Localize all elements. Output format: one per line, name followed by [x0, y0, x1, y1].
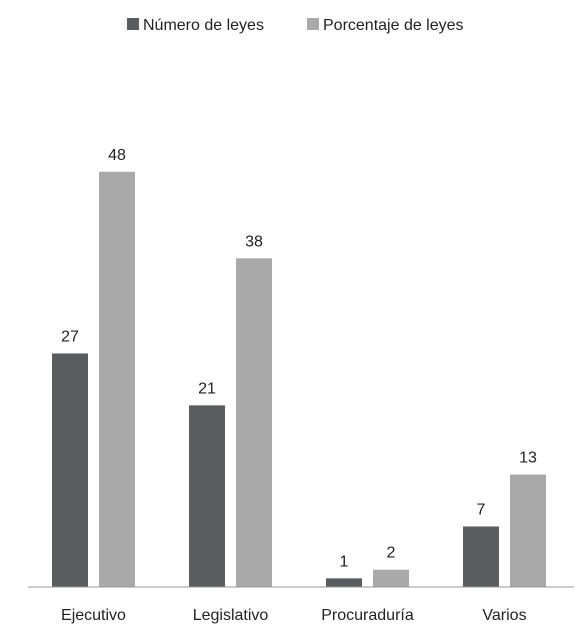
- value-label-porcentaje-2: 2: [387, 545, 396, 562]
- legend-swatch-porcentaje-de-leyes: [307, 18, 319, 30]
- bar-porcentaje-0: [99, 171, 135, 588]
- bar-porcentaje-2: [373, 569, 409, 587]
- value-label-numero-3: 7: [477, 501, 486, 518]
- bar-numero-3: [463, 526, 499, 587]
- category-label-3: Varios: [482, 607, 526, 624]
- legend-label-numero-de-leyes: Número de leyes: [143, 17, 264, 34]
- value-label-porcentaje-0: 48: [108, 147, 126, 164]
- value-label-porcentaje-1: 38: [245, 233, 263, 250]
- bar-numero-0: [52, 353, 88, 587]
- legend-label-porcentaje-de-leyes: Porcentaje de leyes: [323, 17, 464, 34]
- bars-group: [52, 171, 546, 588]
- bar-numero-1: [189, 405, 225, 587]
- bar-numero-2: [326, 578, 362, 587]
- value-label-numero-1: 21: [198, 380, 216, 397]
- category-label-1: Legislativo: [193, 607, 269, 624]
- category-labels-group: Ejecutivo Legislativo Procuraduría Varios: [61, 607, 527, 624]
- bar-porcentaje-1: [236, 258, 272, 587]
- bar-porcentaje-3: [510, 474, 546, 587]
- value-label-numero-0: 27: [61, 328, 79, 345]
- value-label-numero-2: 1: [340, 553, 349, 570]
- category-label-0: Ejecutivo: [61, 607, 126, 624]
- legend: Número de leyes Porcentaje de leyes: [127, 17, 464, 34]
- category-label-2: Procuraduría: [321, 607, 414, 624]
- legend-swatch-numero-de-leyes: [127, 18, 139, 30]
- value-label-porcentaje-3: 13: [519, 450, 537, 467]
